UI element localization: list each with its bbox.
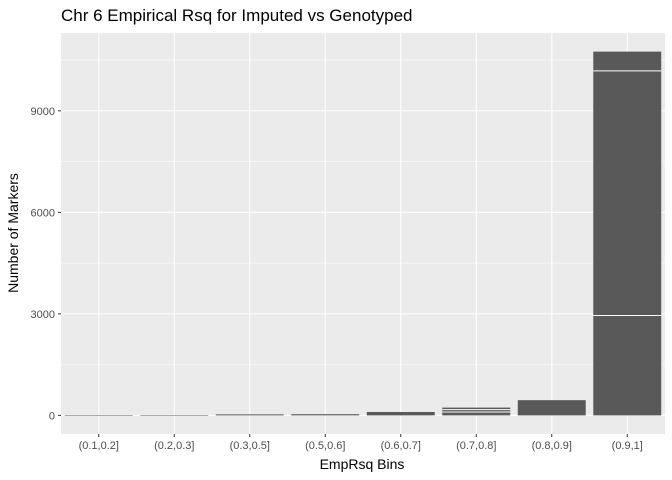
x-axis-title: EmpRsq Bins: [320, 456, 405, 472]
y-axis-title: Number of Markers: [5, 173, 21, 293]
bar-(0.9,1]: [593, 51, 662, 416]
x-tick-label: (0.6,0.7]: [381, 440, 421, 452]
bar-(0.3,0.5]: [215, 414, 284, 416]
grid-minor: [61, 59, 665, 365]
plot-panel: [61, 33, 665, 434]
bar-(0.1,0.2]: [64, 415, 133, 416]
x-tick-label: (0.1,0.2]: [79, 440, 119, 452]
y-tick-label: 0: [49, 410, 55, 422]
y-tick-label: 3000: [31, 309, 55, 321]
y-tick-label: 9000: [31, 106, 55, 118]
x-axis: (0.1,0.2] (0.2,0.3] (0.3,0.5] (0.5,0.6] (0.6…: [79, 434, 643, 452]
y-axis: 0 3000 6000 9000: [31, 106, 61, 422]
y-tick-label: 6000: [31, 207, 55, 219]
bars: [64, 51, 662, 416]
bar-(0.6,0.7]: [366, 412, 435, 416]
chart-title: Chr 6 Empirical Rsq for Imputed vs Genot…: [61, 6, 412, 25]
bar-(0.8,0.9]: [517, 400, 586, 416]
x-tick-label: (0.7,0.8]: [456, 440, 496, 452]
x-tick-label: (0.2,0.3]: [154, 440, 194, 452]
x-tick-label: (0.5,0.6]: [305, 440, 345, 452]
x-tick-label: (0.3,0.5]: [230, 440, 270, 452]
grid-major: [61, 33, 665, 434]
x-tick-label: (0.9,1]: [612, 440, 643, 452]
bar-(0.5,0.6]: [291, 414, 360, 416]
x-tick-label: (0.8,0.9]: [532, 440, 572, 452]
bar-(0.2,0.3]: [140, 415, 209, 416]
bar-(0.7,0.8]: [442, 407, 511, 416]
